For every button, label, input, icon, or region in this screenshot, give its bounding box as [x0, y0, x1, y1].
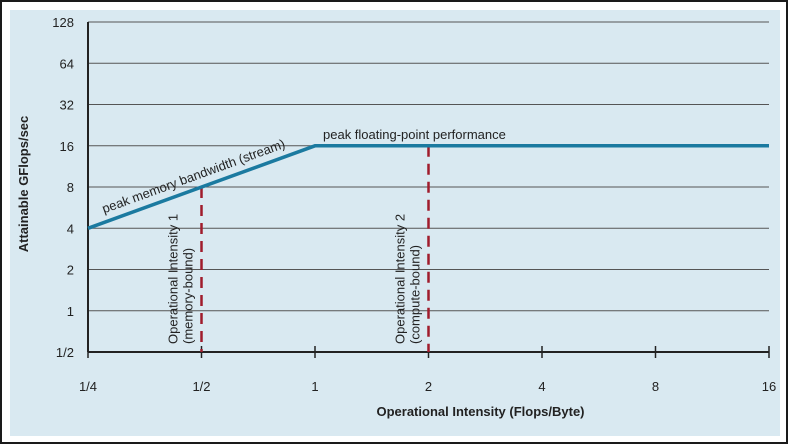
y-tick-label: 1/2 [56, 345, 74, 360]
y-axis-title: Attainable GFlops/sec [16, 116, 31, 253]
intensity-marker-label-line: (compute-bound) [408, 245, 423, 344]
y-tick-label: 4 [67, 221, 74, 236]
y-tick-label: 2 [67, 263, 74, 278]
x-tick-label: 8 [652, 379, 659, 394]
intensity-marker-label: Operational Intensity 1(memory-bound) [166, 214, 196, 344]
x-tick-label: 1/2 [192, 379, 210, 394]
y-tick-label: 8 [67, 180, 74, 195]
x-tick-label: 1 [311, 379, 318, 394]
y-tick-label: 32 [60, 98, 74, 113]
intensity-marker-label: Operational Intensity 2(compute-bound) [393, 214, 423, 344]
x-tick-label: 1/4 [79, 379, 97, 394]
y-tick-label: 128 [52, 15, 74, 30]
x-tick-label: 4 [538, 379, 545, 394]
y-tick-label: 16 [60, 139, 74, 154]
x-axis-title: Operational Intensity (Flops/Byte) [376, 404, 584, 419]
intensity-marker-label-line: (memory-bound) [181, 248, 196, 344]
peak-performance-label: peak floating-point performance [323, 127, 506, 142]
memory-bandwidth-label: peak memory bandwidth (stream) [100, 136, 287, 216]
y-tick-label: 64 [60, 56, 74, 71]
chart-labels: Operational Intensity 1(memory-bound)Ope… [100, 127, 506, 344]
y-tick-label: 1 [67, 304, 74, 319]
intensity-marker-label-line: Operational Intensity 1 [166, 214, 181, 344]
intensity-marker-label-line: Operational Intensity 2 [393, 214, 408, 344]
x-tick-label: 16 [762, 379, 776, 394]
x-tick-label: 2 [425, 379, 432, 394]
